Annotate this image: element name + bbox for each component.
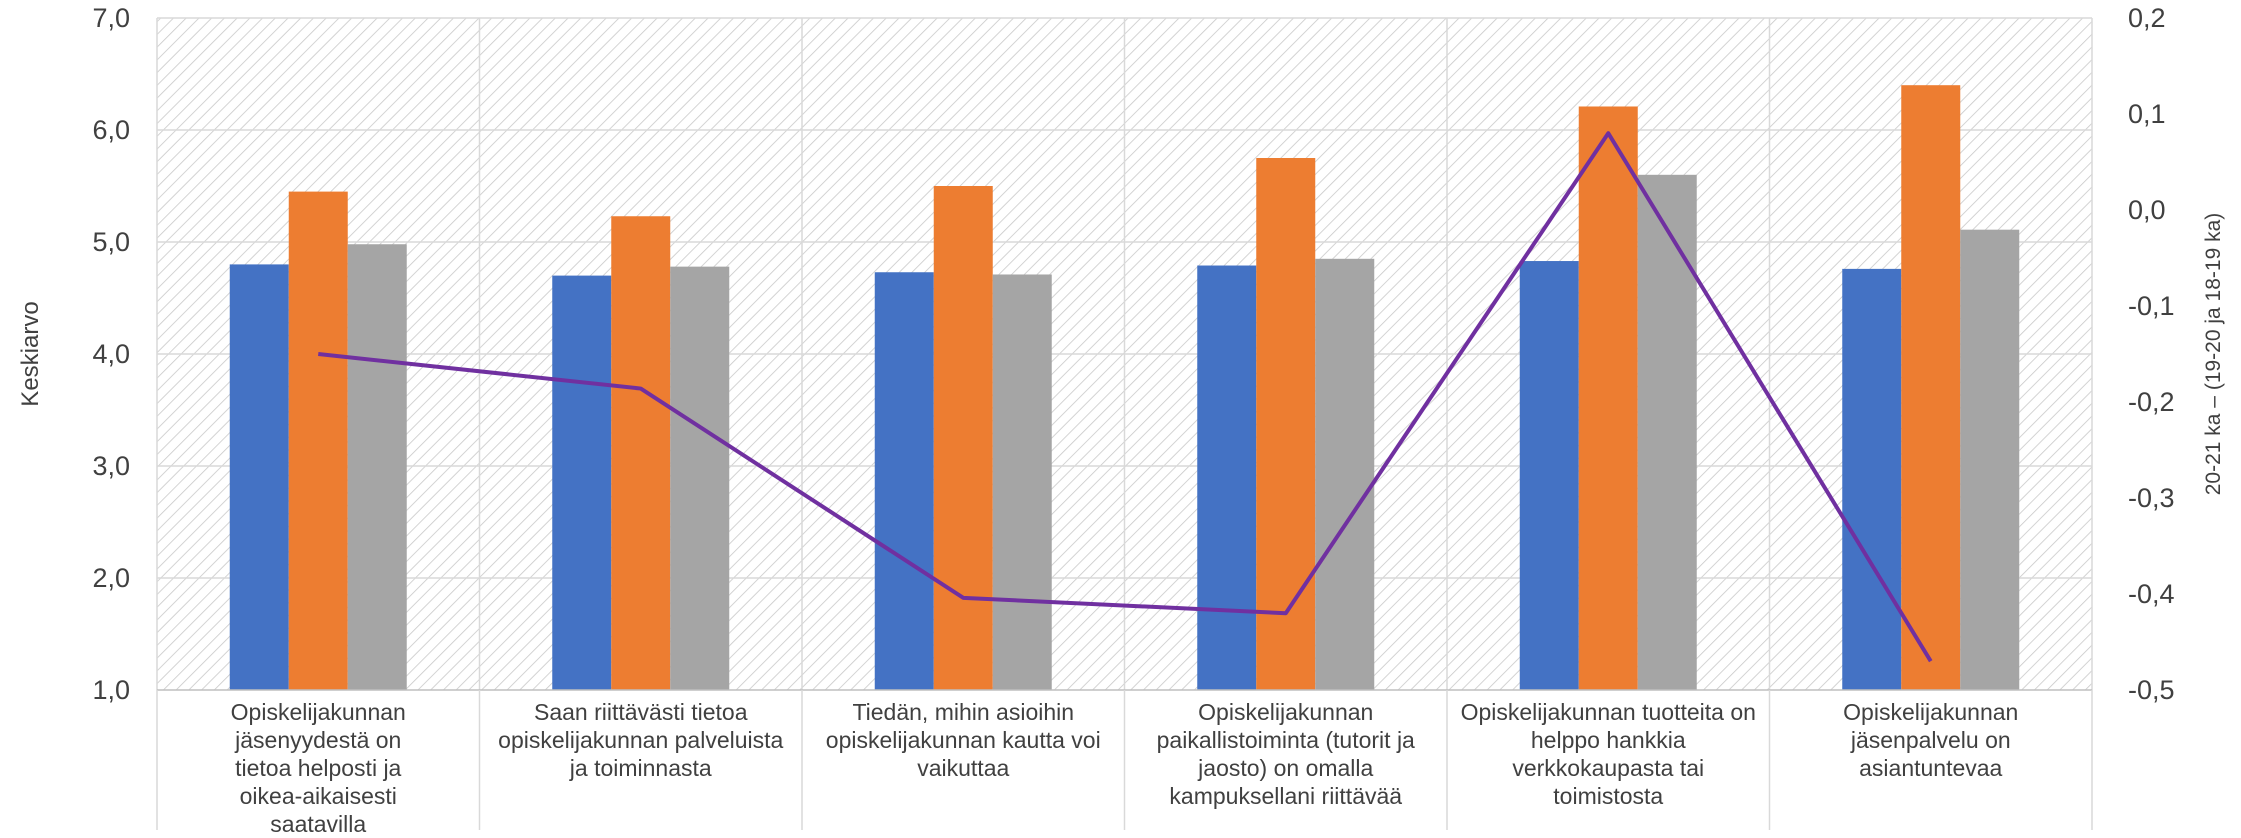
- bar-s3-c1: [347, 244, 407, 691]
- bar-s1-c2: [552, 275, 612, 690]
- bar-s2-c2: [611, 216, 671, 691]
- right-tick-label-4: -0,1: [2128, 291, 2175, 321]
- y-axis-title-left: Keskiarvo: [17, 301, 44, 406]
- left-tick-label-6: 7,0: [92, 3, 130, 33]
- right-axis-ticks: -0,5 -0,4 -0,3 -0,2 -0,1 0,0 0,1 0,2: [2128, 3, 2175, 705]
- bar-s1-c5: [1519, 261, 1579, 690]
- y-axis-title-right: 20-21 ka – (19-20 ja 18-19 ka): [2202, 213, 2225, 496]
- bar-s3-c6: [1960, 229, 2020, 690]
- bar-s1-c6: [1842, 268, 1902, 690]
- right-tick-label-2: -0,3: [2128, 483, 2175, 513]
- gridlines: [156, 17, 2093, 690]
- left-tick-label-3: 4,0: [92, 339, 130, 369]
- right-tick-label-0: -0,5: [2128, 675, 2175, 705]
- category-label-5: Opiskelijakunnan tuotteita on helppo han…: [1460, 699, 1756, 809]
- left-tick-label-4: 5,0: [92, 227, 130, 257]
- difference-line-group: [318, 131, 1933, 663]
- right-tick-label-7: 0,2: [2128, 3, 2166, 33]
- category-label-4: Opiskelijakunnan paikallistoiminta (tuto…: [1156, 699, 1415, 809]
- bar-series-group: [229, 85, 2020, 691]
- left-tick-label-1: 2,0: [92, 563, 130, 593]
- right-tick-label-6: 0,1: [2128, 99, 2166, 129]
- bar-s2-c3: [933, 186, 993, 690]
- category-label-1: Opiskelijakunnan jäsenyydestä on tietoa …: [230, 699, 406, 837]
- bar-s3-c2: [670, 266, 730, 690]
- category-label-2: Saan riittävästi tietoa opiskelijakunnan…: [498, 699, 784, 781]
- left-tick-label-2: 3,0: [92, 451, 130, 481]
- category-label-3: Tiedän, mihin asioihin opiskelijakunnan …: [825, 699, 1101, 781]
- bar-s2-c5: [1578, 106, 1638, 691]
- category-label-6: Opiskelijakunnan jäsenpalvelu on asiantu…: [1843, 699, 2019, 781]
- right-tick-label-3: -0,2: [2128, 387, 2175, 417]
- left-tick-label-0: 1,0: [92, 675, 130, 705]
- bar-s2-c4: [1256, 158, 1316, 690]
- axes-group: [156, 689, 2093, 830]
- bar-s3-c4: [1315, 258, 1375, 690]
- bar-s3-c5: [1637, 174, 1697, 691]
- bar-s1-c3: [874, 272, 934, 690]
- bar-s2-c1: [288, 191, 348, 690]
- bar-s2-c6: [1901, 85, 1961, 690]
- bar-s1-c1: [229, 264, 289, 690]
- left-tick-label-5: 6,0: [92, 115, 130, 145]
- bar-s1-c4: [1197, 265, 1257, 690]
- left-axis-ticks: 1,0 2,0 3,0 4,0 5,0 6,0 7,0: [92, 3, 130, 705]
- bar-s3-c3: [992, 274, 1052, 690]
- difference-line: [318, 131, 1933, 663]
- right-tick-label-5: 0,0: [2128, 195, 2166, 225]
- right-tick-label-1: -0,4: [2128, 579, 2175, 609]
